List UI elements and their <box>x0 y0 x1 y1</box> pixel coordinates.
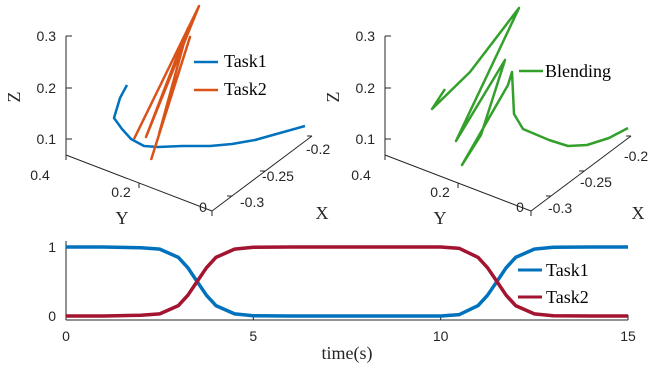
panel-weights: 0 5 10 15 01 time(s) Task1 Task2 <box>48 239 636 364</box>
x-ticks: 0 5 10 15 <box>62 315 636 344</box>
y-tick-label: 0 <box>516 199 524 215</box>
series-line-task1 <box>66 245 628 318</box>
y-axis-label: Y <box>434 208 447 228</box>
task2-trajectory <box>132 4 201 161</box>
legend-label-task2: Task2 <box>224 79 267 99</box>
z-tick-label: 0.1 <box>356 131 376 147</box>
x-tick-label: 15 <box>620 328 636 344</box>
x-tick-label: -0.3 <box>548 200 572 216</box>
blending-trajectory <box>430 6 629 167</box>
y-ticks: 01 <box>48 239 71 324</box>
y-tick-label: 0.2 <box>111 184 131 200</box>
y-tick-label: 0 <box>48 308 56 324</box>
x-tick-label: 10 <box>433 328 449 344</box>
x-axis-line <box>530 135 632 212</box>
z-axis-label: Z <box>323 92 343 103</box>
x-tick-label: -0.3 <box>240 194 264 210</box>
weight-lines <box>66 245 628 318</box>
z-axis-label: Z <box>4 92 24 103</box>
x-tick-label: -0.2 <box>624 148 648 164</box>
legend-label-blending: Blending <box>545 61 611 81</box>
series-line-task2 <box>66 245 628 318</box>
z-tick-label: 0.3 <box>356 28 376 44</box>
x-tick-label: 5 <box>249 328 257 344</box>
z-tick-label: 0.2 <box>37 80 57 96</box>
x-tick-label: 0 <box>62 328 70 344</box>
x-tick-label: -0.25 <box>262 168 294 184</box>
x-axis-line <box>211 135 313 212</box>
y-axis-label: Y <box>116 208 129 228</box>
x-axis-label: X <box>316 203 329 223</box>
panel-3d-right: 0.3 0.2 0.1 Z 0.4 0.2 0 Y -0.2 -0.25 -0.… <box>323 6 648 228</box>
legend: Task1 Task2 <box>518 260 589 307</box>
y-tick-label: 0.4 <box>30 167 50 183</box>
legend-label-task2: Task2 <box>546 287 589 307</box>
z-tick-label: 0.2 <box>356 80 376 96</box>
legend-label-task1: Task1 <box>224 51 267 71</box>
z-tick-label: 0.3 <box>37 28 57 44</box>
legend-label-task1: Task1 <box>546 260 589 280</box>
x-axis-label: time(s) <box>322 343 373 364</box>
x-tick-label: -0.2 <box>306 141 330 157</box>
x-tick-label: -0.25 <box>580 174 612 190</box>
y-tick-label: 0.2 <box>430 184 450 200</box>
y-tick-label: 1 <box>48 239 56 255</box>
z-tick-label: 0.1 <box>37 131 57 147</box>
y-tick-label: 0 <box>199 199 207 215</box>
x-axis-label: X <box>632 203 645 223</box>
y-tick-label: 0.4 <box>351 167 371 183</box>
task1-trajectory <box>112 84 306 149</box>
panel-3d-left: 0.3 0.2 0.1 Z 0.4 0.2 0 Y -0.2 -0.25 -0.… <box>4 4 330 228</box>
legend: Blending <box>519 61 611 81</box>
legend: Task1 Task2 <box>194 51 267 99</box>
